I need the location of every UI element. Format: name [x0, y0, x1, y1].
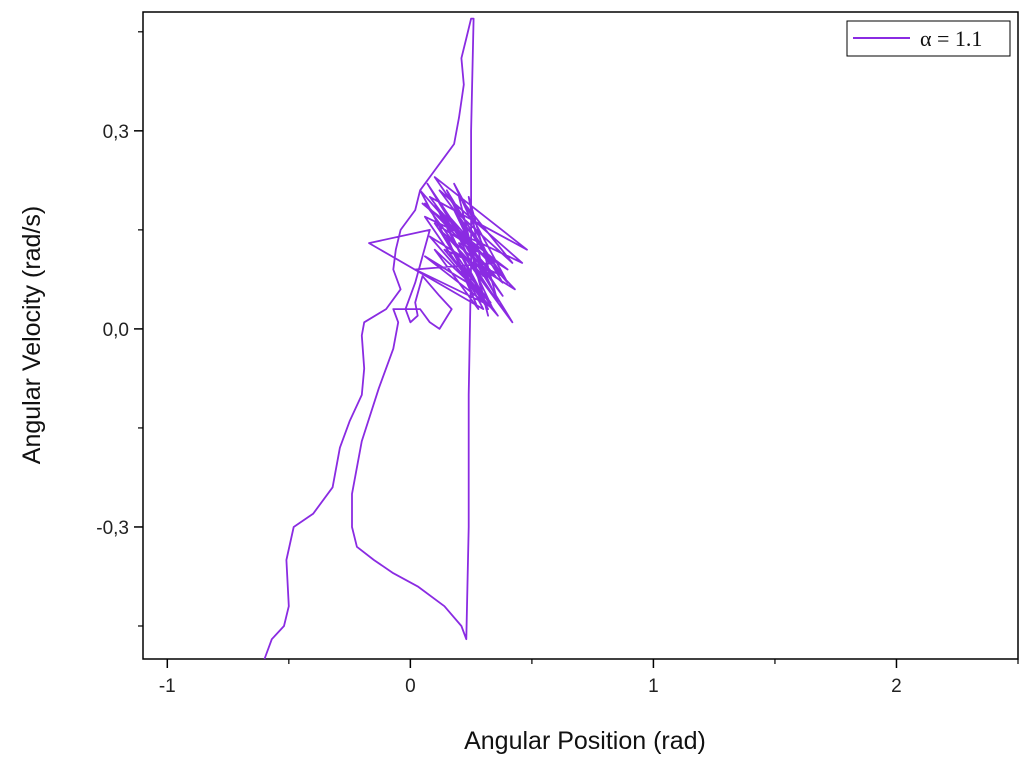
- x-tick-label: 0: [405, 676, 416, 697]
- legend: α = 1.1: [846, 20, 1011, 57]
- series-layer: [263, 17, 528, 660]
- x-axis-title: Angular Position (rad): [464, 727, 706, 755]
- x-tick-label: 2: [891, 676, 902, 697]
- x-tick-label: -1: [159, 676, 176, 697]
- y-tick-label: 0,0: [103, 320, 129, 341]
- x-tick-label: 1: [648, 676, 659, 697]
- legend-label: α = 1.1: [920, 26, 982, 51]
- y-tick-label: 0,3: [103, 122, 129, 143]
- plot-frame: [142, 11, 1019, 660]
- series-line-0: [263, 17, 528, 660]
- y-tick-label: -0,3: [96, 518, 129, 539]
- tick-marks: [134, 31, 1019, 668]
- y-axis-title: Angular Velocity (rad/s): [18, 206, 46, 464]
- tick-labels: -1 0 1 2 -0,3 0,0 0,3: [96, 122, 902, 697]
